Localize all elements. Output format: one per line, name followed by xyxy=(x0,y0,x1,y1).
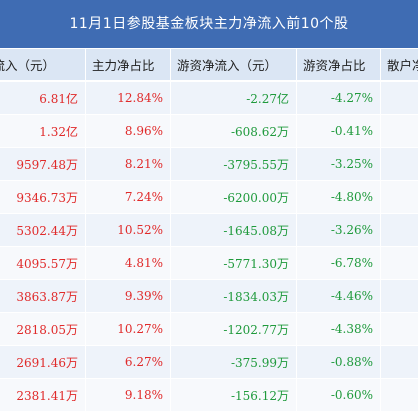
cell-retail xyxy=(381,280,418,312)
cell-retail xyxy=(381,379,418,411)
cell-main-ratio: 9.18% xyxy=(86,379,171,411)
cell-hot-inflow: -608.62万 xyxy=(171,115,297,147)
cell-retail xyxy=(381,181,418,213)
cell-main-inflow: 2691.46万 xyxy=(0,346,86,378)
cell-hot-ratio: -3.26% xyxy=(297,214,381,246)
cell-retail xyxy=(381,214,418,246)
table-row: 4095.57万 4.81% -5771.30万 -6.78% xyxy=(0,246,418,279)
cell-hot-ratio: -4.46% xyxy=(297,280,381,312)
cell-main-inflow: 2818.05万 xyxy=(0,313,86,345)
cell-hot-inflow: -5771.30万 xyxy=(171,247,297,279)
cell-main-ratio: 4.81% xyxy=(86,247,171,279)
table-row: 1.32亿 8.96% -608.62万 -0.41% xyxy=(0,114,418,147)
cell-main-inflow: 4095.57万 xyxy=(0,247,86,279)
cell-main-inflow: 6.81亿 xyxy=(0,82,86,114)
cell-hot-ratio: -6.78% xyxy=(297,247,381,279)
cell-main-inflow: 1.32亿 xyxy=(0,115,86,147)
cell-hot-inflow: -6200.00万 xyxy=(171,181,297,213)
cell-hot-inflow: -156.12万 xyxy=(171,379,297,411)
cell-hot-inflow: -2.27亿 xyxy=(171,82,297,114)
table-row: 2381.41万 9.18% -156.12万 -0.60% xyxy=(0,378,418,411)
cell-hot-inflow: -1202.77万 xyxy=(171,313,297,345)
table-title: 11月1日参股基金板块主力净流入前10个股 xyxy=(0,0,418,48)
cell-main-inflow: 2381.41万 xyxy=(0,379,86,411)
cell-hot-ratio: -4.38% xyxy=(297,313,381,345)
table-row: 3863.87万 9.39% -1834.03万 -4.46% xyxy=(0,279,418,312)
cell-hot-ratio: -4.80% xyxy=(297,181,381,213)
table-header-row: 净流入（元） 主力净占比 游资净流入（元） 游资净占比 散户净 xyxy=(0,49,418,81)
cell-main-inflow: 3863.87万 xyxy=(0,280,86,312)
cell-main-ratio: 6.27% xyxy=(86,346,171,378)
table-row: 2818.05万 10.27% -1202.77万 -4.38% xyxy=(0,312,418,345)
cell-hot-inflow: -1645.08万 xyxy=(171,214,297,246)
cell-hot-inflow: -3795.55万 xyxy=(171,148,297,180)
cell-retail xyxy=(381,82,418,114)
header-main-ratio: 主力净占比 xyxy=(86,49,171,80)
header-hot-inflow: 游资净流入（元） xyxy=(171,49,297,80)
cell-main-ratio: 10.52% xyxy=(86,214,171,246)
cell-main-ratio: 12.84% xyxy=(86,82,171,114)
header-retail: 散户净 xyxy=(387,58,418,73)
table-row: 6.81亿 12.84% -2.27亿 -4.27% xyxy=(0,81,418,114)
cell-hot-ratio: -0.60% xyxy=(297,379,381,411)
table-row: 5302.44万 10.52% -1645.08万 -3.26% xyxy=(0,213,418,246)
cell-hot-inflow: -375.99万 xyxy=(171,346,297,378)
table-row: 9346.73万 7.24% -6200.00万 -4.80% xyxy=(0,180,418,213)
cell-retail xyxy=(381,115,418,147)
cell-retail xyxy=(381,313,418,345)
cell-hot-ratio: -4.27% xyxy=(297,82,381,114)
cell-main-ratio: 7.24% xyxy=(86,181,171,213)
cell-main-ratio: 8.96% xyxy=(86,115,171,147)
cell-main-inflow: 9346.73万 xyxy=(0,181,86,213)
data-table: 净流入（元） 主力净占比 游资净流入（元） 游资净占比 散户净 6.81亿 12… xyxy=(0,49,418,411)
cell-retail xyxy=(381,148,418,180)
cell-retail xyxy=(381,346,418,378)
header-main-inflow: 净流入（元） xyxy=(0,49,86,80)
cell-hot-inflow: -1834.03万 xyxy=(171,280,297,312)
cell-retail xyxy=(381,247,418,279)
header-hot-ratio: 游资净占比 xyxy=(297,49,381,80)
cell-main-inflow: 5302.44万 xyxy=(0,214,86,246)
cell-main-ratio: 9.39% xyxy=(86,280,171,312)
cell-main-inflow: 9597.48万 xyxy=(0,148,86,180)
cell-hot-ratio: -0.88% xyxy=(297,346,381,378)
table-row: 9597.48万 8.21% -3795.55万 -3.25% xyxy=(0,147,418,180)
cell-hot-ratio: -0.41% xyxy=(297,115,381,147)
cell-hot-ratio: -3.25% xyxy=(297,148,381,180)
cell-main-ratio: 8.21% xyxy=(86,148,171,180)
table-row: 2691.46万 6.27% -375.99万 -0.88% xyxy=(0,345,418,378)
cell-main-ratio: 10.27% xyxy=(86,313,171,345)
